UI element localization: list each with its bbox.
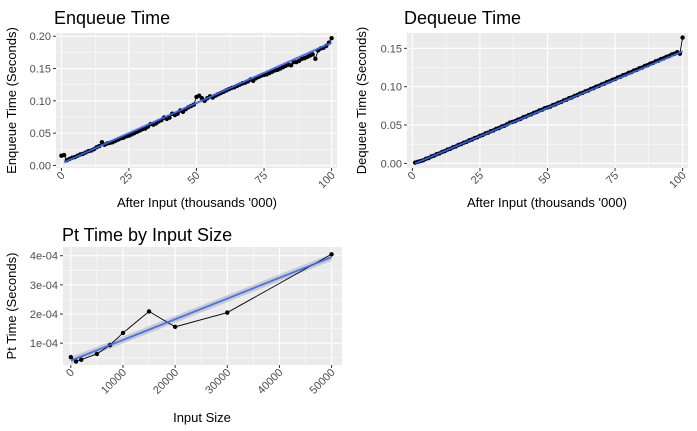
pt-data-point [94, 351, 100, 357]
pt-x-tick-label: 0 [64, 367, 77, 380]
dequeue-y-tick-label: 0.15 [381, 43, 402, 55]
enqueue-x-tick-label: 25 [118, 170, 135, 187]
enqueue-data-point [329, 35, 334, 41]
dequeue-smooth-line [414, 50, 683, 165]
enqueue-x-axis: 0 25 50 75 100 [55, 168, 338, 191]
pt-data-point [329, 252, 334, 257]
dequeue-x-axis: 0 25 50 75 100 [406, 168, 689, 191]
dequeue-y-axis-title: Dequeue Time (Seconds) [354, 27, 369, 174]
pt-data-point [73, 359, 79, 364]
dequeue-x-tick-label: 0 [406, 170, 419, 183]
enqueue-grid [56, 33, 337, 168]
pt-x-tick-label: 10000 [99, 367, 129, 397]
dequeue-x-axis-title: After Input (thousands '000) [467, 195, 627, 210]
enqueue-data-point [310, 52, 315, 57]
pt-y-axis: 1e-04 2e-04 3e-04 4e-04 [30, 251, 63, 350]
dequeue-grid [407, 33, 688, 168]
enqueue-x-tick-label: 50 [185, 170, 202, 187]
pt-data-point [79, 357, 84, 362]
enqueue-y-tick-label: 0.00 [30, 160, 51, 172]
pt-data-point [225, 310, 230, 315]
pt-title: Pt Time by Input Size [62, 225, 232, 245]
pt-x-axis: 0 10000 20000 30000 40000 50000 [64, 365, 338, 397]
pt-smooth-fit-line [70, 256, 332, 362]
enqueue-title: Enqueue Time [54, 8, 170, 28]
dequeue-y-tick-label: 0.00 [381, 158, 402, 170]
pt-data-point [172, 324, 178, 330]
pt-y-tick-label: 2e-04 [30, 309, 58, 321]
enqueue-data-point [313, 56, 318, 62]
pt-x-tick-label: 50000 [308, 367, 338, 397]
dequeue-chart: Dequeue Time 0.00 0.05 0.10 0.15 0 25 50 75 100… [354, 8, 689, 210]
enqueue-x-tick-label: 100 [316, 170, 337, 191]
pt-y-tick-label: 4e-04 [30, 251, 58, 263]
pt-y-tick-label: 1e-04 [30, 338, 58, 350]
enqueue-x-tick-label: 75 [253, 170, 270, 187]
pt-y-axis-title: Pt Time (Seconds) [4, 253, 19, 360]
enqueue-data-point [288, 63, 294, 68]
pt-y-tick-label: 3e-04 [30, 280, 58, 292]
pt-data-point [146, 309, 152, 314]
enqueue-y-axis: 0.00 0.05 0.10 0.15 0.20 [30, 31, 56, 172]
pt-data-point [120, 330, 126, 336]
enqueue-x-axis-title: After Input (thousands '000) [117, 195, 277, 210]
pt-grid [63, 247, 342, 365]
dequeue-y-tick-label: 0.05 [381, 120, 402, 132]
pt-x-tick-label: 30000 [203, 367, 233, 397]
dequeue-x-tick-label: 75 [604, 170, 621, 187]
enqueue-smooth-line [63, 41, 332, 164]
enqueue-chart: Enqueue Time 0.00 0.05 0.10 0.15 0.20 0 25 50 7… [4, 8, 338, 210]
pt-chart: Pt Time by Input Size 1e-04 2e-04 3e-04 4e-… [4, 225, 342, 425]
dequeue-title: Dequeue Time [404, 8, 521, 28]
enqueue-data-point [61, 152, 67, 158]
pt-x-tick-label: 20000 [151, 367, 181, 397]
enqueue-y-tick-label: 0.20 [30, 31, 51, 43]
enqueue-y-tick-label: 0.15 [30, 64, 51, 76]
enqueue-y-tick-label: 0.10 [30, 96, 51, 108]
pt-series-line [70, 253, 332, 363]
dequeue-smooth-fit-line [414, 50, 683, 165]
enqueue-x-tick-label: 0 [55, 170, 68, 183]
dequeue-x-tick-label: 100 [667, 170, 688, 191]
dequeue-data-point [680, 35, 685, 40]
enqueue-smooth-fit-line [63, 41, 332, 164]
pt-smooth-line [70, 256, 332, 362]
dequeue-y-tick-label: 0.10 [381, 82, 402, 94]
pt-x-tick-label: 40000 [255, 367, 285, 397]
enqueue-y-tick-label: 0.05 [30, 128, 51, 140]
dequeue-y-axis: 0.00 0.05 0.10 0.15 [381, 43, 407, 170]
pt-data-point [68, 354, 74, 360]
pt-x-axis-title: Input Size [173, 410, 231, 425]
enqueue-y-axis-title: Enqueue Time (Seconds) [4, 27, 19, 174]
dequeue-x-tick-label: 50 [536, 170, 553, 187]
dequeue-x-tick-label: 25 [469, 170, 486, 187]
